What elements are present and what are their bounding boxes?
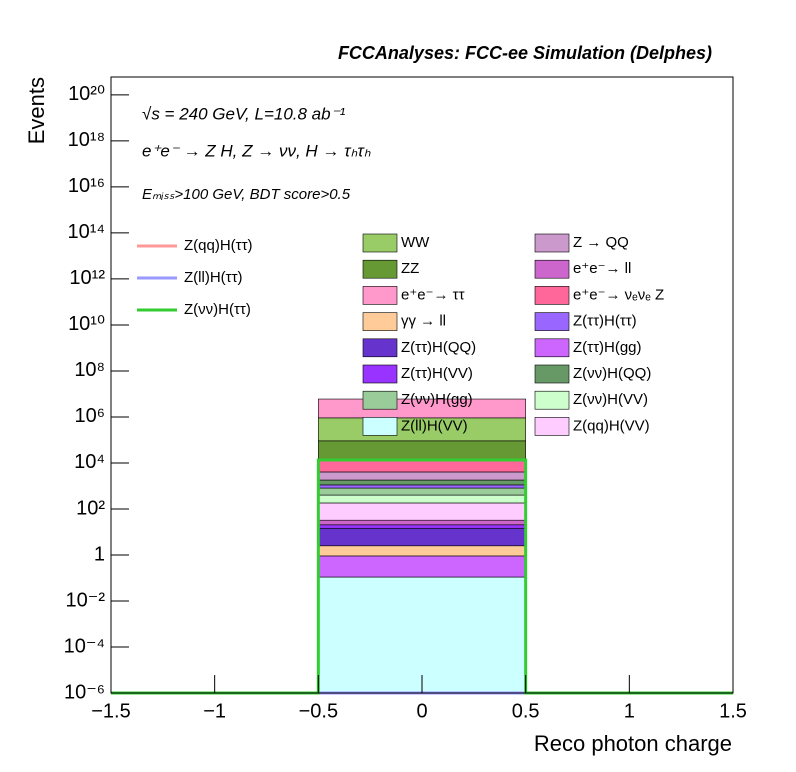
legend-swatch [362,417,398,436]
legend-swatch [362,338,398,358]
legend-swatch [534,390,570,410]
annotation: e⁺e⁻ → Z H, Z → νν, H → τₕτₕ [142,141,371,160]
stack-segment [318,527,526,547]
y-tick-label: 10⁻⁶ [64,681,105,703]
legend-swatch [534,364,570,384]
stack-segment [318,471,526,481]
legend-swatch [534,233,570,253]
legend-swatch [362,233,398,253]
annotation: √s = 240 GeV, L=10.8 ab⁻¹ [142,104,346,123]
stack-segment [318,524,526,529]
legend-label: Z(ττ)H(gg) [573,339,642,356]
legend-swatch [534,312,570,331]
y-axis-label: Events [24,77,49,144]
y-tick-label: 10¹⁰ [68,313,105,335]
legend-swatch [362,364,398,384]
stack-segment [318,576,526,694]
y-tick-label: 10¹² [69,267,105,289]
chart-title: FCCAnalyses: FCC-ee Simulation (Delphes) [338,43,712,63]
legend-label: Z(ll)H(ττ) [184,269,243,286]
x-tick-label: −1.5 [91,700,130,722]
legend-label: ZZ [401,260,419,277]
legend-label: Z(ττ)H(VV) [401,365,473,382]
x-tick-label: 0 [416,700,427,722]
legend-label: WW [401,234,430,251]
legend-label: e⁺e⁻→ ττ [401,286,465,303]
stack-segment [318,459,526,473]
x-tick-label: −1 [203,700,226,722]
stack-segment [318,555,526,578]
legend-swatch [362,312,398,331]
legend-label: Z(ττ)H(ττ) [573,313,637,330]
y-tick-label: 10²⁰ [68,83,105,105]
stack-segment [318,502,526,521]
x-tick-label: −0.5 [299,700,338,722]
legend-label: e⁺e⁻→ ll [573,260,631,277]
x-axis-label: Reco photon charge [534,731,732,756]
y-tick-label: 10¹⁶ [68,175,105,197]
y-tick-label: 10⁴ [74,451,105,473]
y-tick-label: 10⁸ [74,359,105,381]
legend-swatch [534,286,570,305]
stack-segment [318,440,526,461]
legend-swatch [534,417,570,436]
annotation: Eₘᵢₛₛ>100 GeV, BDT score>0.5 [142,186,351,203]
x-tick-label: 0.5 [512,700,540,722]
y-tick-label: 10⁻⁴ [64,635,105,657]
legend-label: Z(νν)H(gg) [401,391,473,408]
y-tick-label: 10¹⁸ [68,129,105,151]
legend-label: γγ → ll [401,313,446,330]
stack-segment [318,487,526,496]
legend-label: Z(νν)H(QQ) [573,365,651,382]
y-tick-label: 10² [76,497,105,519]
legend-swatch [534,259,570,279]
y-tick-label: 1 [94,543,105,565]
legend-swatch [362,286,398,305]
stack-segment [318,479,526,486]
y-tick-label: 10⁶ [75,405,105,427]
legend-swatch [534,338,570,358]
legend-swatch [362,390,398,410]
stack-segment [318,519,526,526]
legend-label: e⁺e⁻→ νₑνₑ Z [573,286,664,303]
stack-segment [318,494,526,504]
legend-label: Z(νν)H(VV) [573,391,648,408]
legend-label: Z(qq)H(ττ) [184,237,253,254]
x-tick-label: 1.5 [719,700,747,722]
legend-label: Z → QQ [573,234,629,251]
legend-label: Z(ττ)H(QQ) [401,339,476,356]
legend-label: Z(qq)H(VV) [573,417,650,434]
y-tick-label: 10⁻² [66,589,106,611]
legend-label: Z(ll)H(VV) [401,417,468,434]
stack-segment [318,484,526,489]
legend-swatch [362,259,398,279]
stack-segment [318,545,526,557]
x-tick-label: 1 [624,700,635,722]
legend-label: Z(νν)H(ττ) [184,301,251,318]
y-tick-label: 10¹⁴ [68,221,106,243]
